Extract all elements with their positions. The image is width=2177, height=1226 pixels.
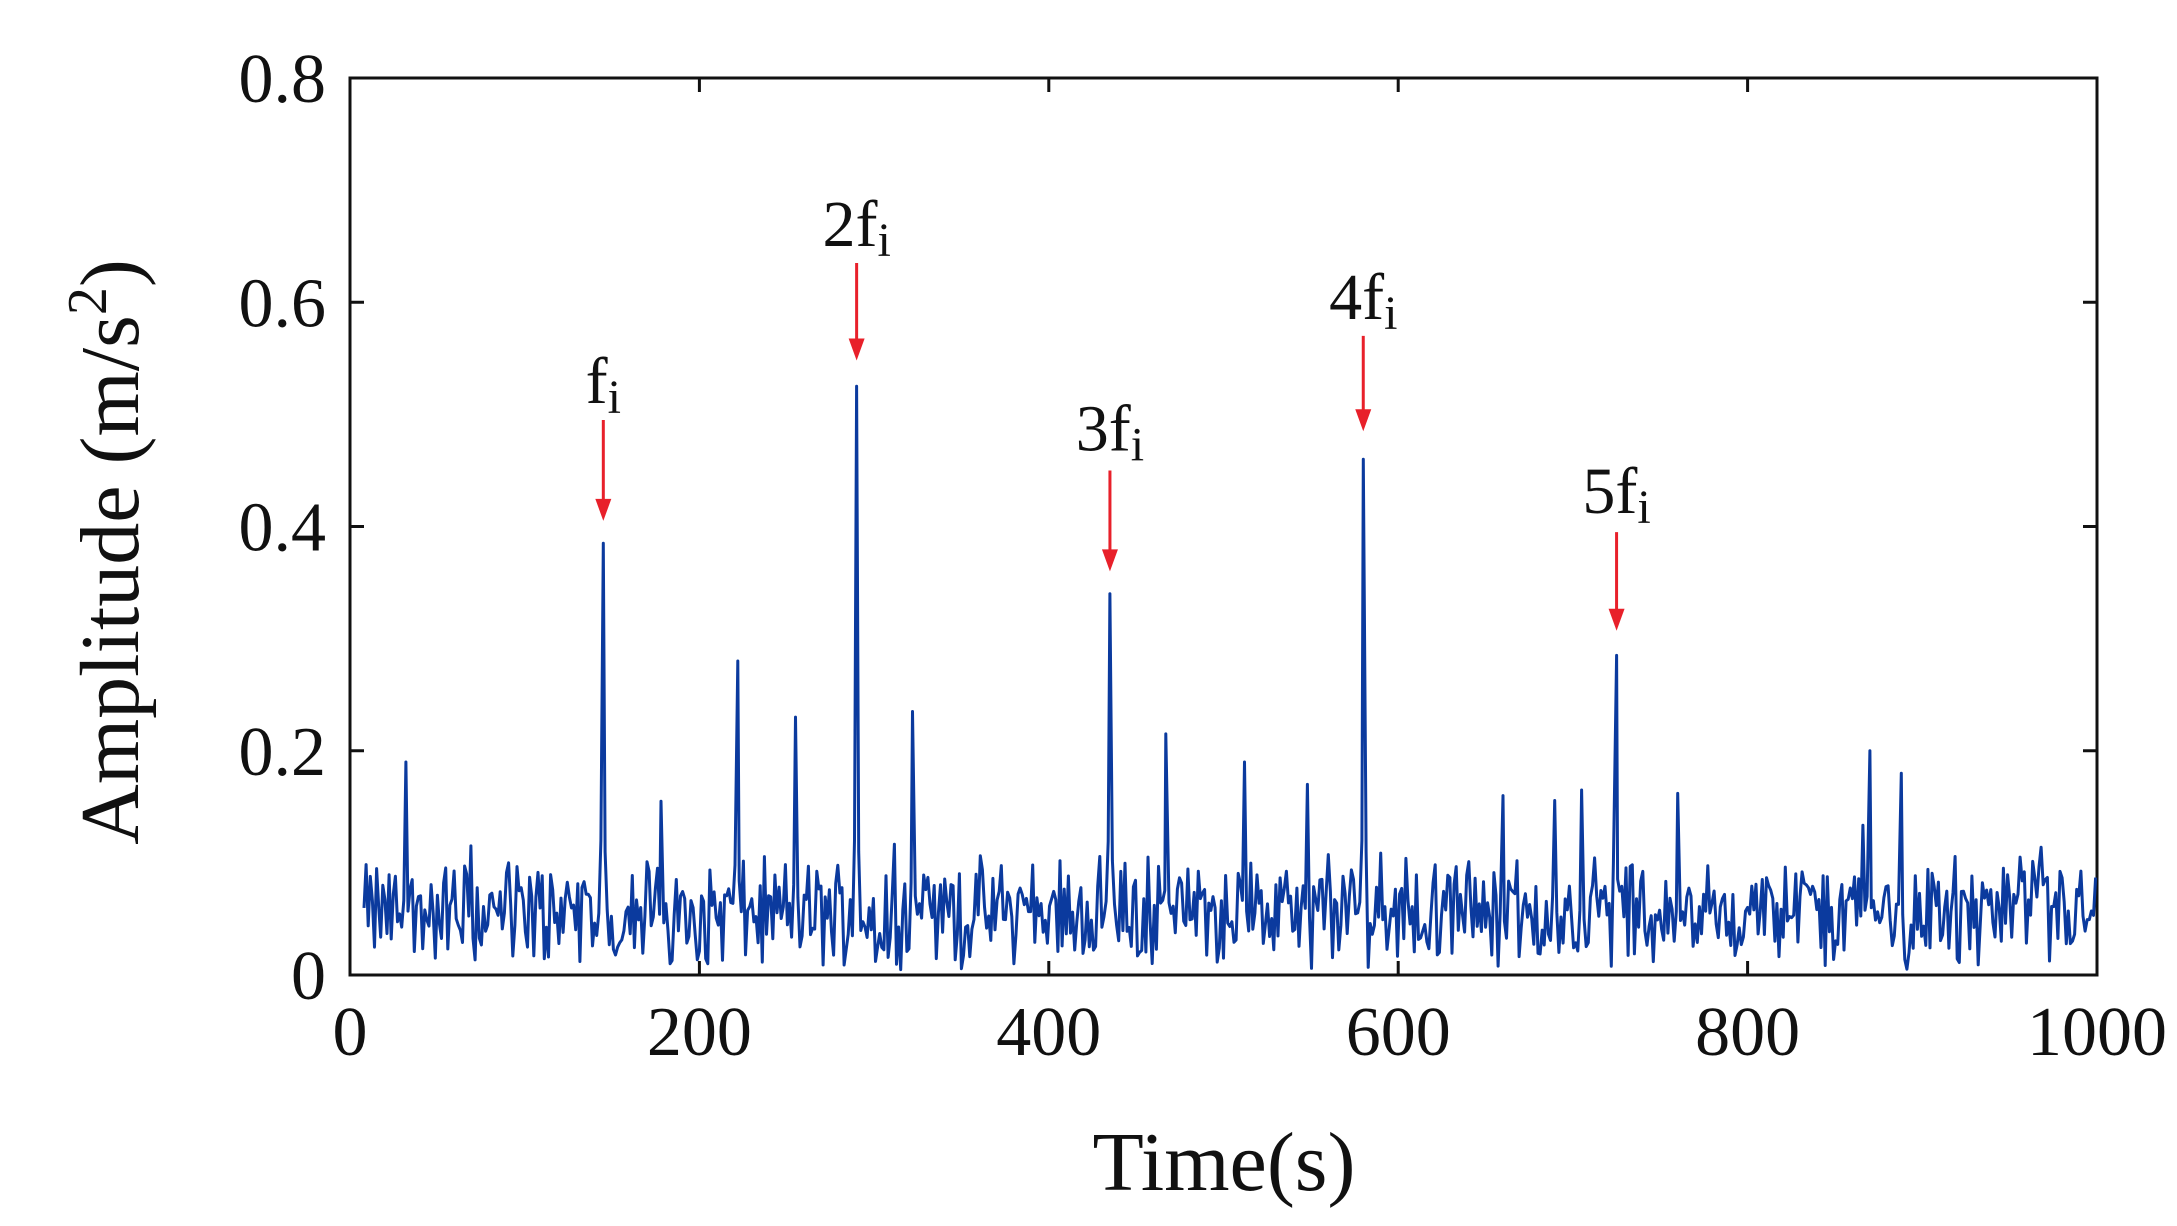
x-tick-label: 0 — [333, 994, 368, 1071]
y-axis-title-main: Amplitude (m/s — [64, 315, 157, 845]
y-tick-label: 0.2 — [239, 714, 327, 791]
y-axis-title-close: ) — [64, 259, 157, 287]
axes — [348, 76, 2099, 977]
peak-arrow-head — [595, 498, 612, 521]
plot-frame — [348, 76, 2099, 977]
y-tick-label: 0.8 — [239, 41, 327, 118]
peak-label: 5fi — [1582, 455, 1650, 534]
x-tick-label: 600 — [1346, 994, 1451, 1071]
peak-label: fi — [586, 345, 621, 424]
ticks: 0 200 400 600 800 1000 0 0.2 0.4 0.6 0.8 — [239, 41, 2168, 1071]
peak-label: 3fi — [1076, 392, 1144, 471]
x-tick-label: 800 — [1695, 994, 1800, 1071]
x-tick-label: 1000 — [2027, 994, 2167, 1071]
x-tick-label: 400 — [996, 994, 1101, 1071]
peak-label: 2fi — [822, 188, 890, 267]
y-axis-title-sup: 2 — [57, 287, 119, 315]
y-tick-label: 0.6 — [239, 265, 327, 342]
peak-arrow-head — [1355, 409, 1372, 432]
y-tick-label: 0 — [291, 938, 326, 1015]
y-tick-label: 0.4 — [239, 490, 327, 567]
y-axis-title: Amplitude (m/s2) — [57, 259, 157, 845]
peak-label: 4fi — [1329, 261, 1397, 340]
peak-arrow-head — [1608, 608, 1625, 631]
annotations: fi 2fi 3fi 4fi 5fi — [586, 188, 1651, 631]
series-line-signal — [362, 384, 2098, 972]
x-tick-label: 200 — [647, 994, 752, 1071]
x-axis-title: Time(s) — [1093, 1116, 1356, 1209]
peak-arrow-head — [848, 338, 865, 361]
series-group — [362, 384, 2098, 972]
peak-arrow-head — [1101, 549, 1118, 572]
